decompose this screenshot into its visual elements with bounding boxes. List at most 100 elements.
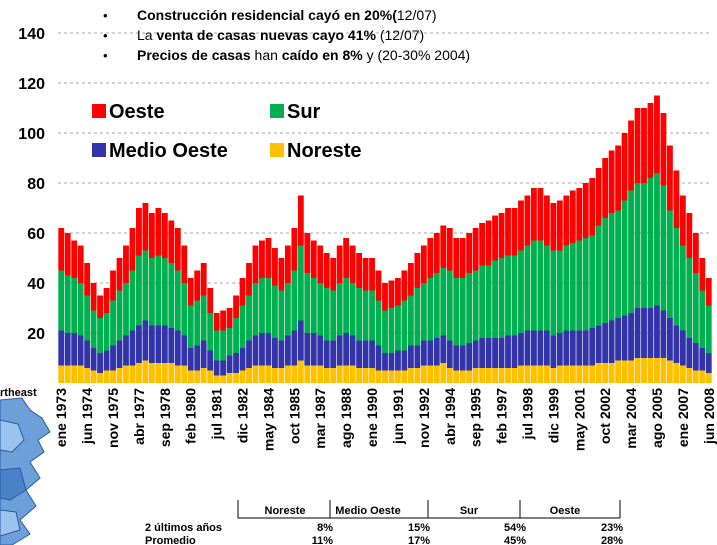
bar-segment	[71, 365, 78, 383]
y-tick-label: 80	[27, 176, 45, 193]
bar-segment	[239, 348, 246, 371]
bar-segment	[388, 370, 395, 383]
bar-segment	[654, 358, 660, 383]
bar-segment	[259, 240, 265, 278]
bar-segment	[498, 368, 505, 383]
bar-segment	[602, 363, 609, 383]
bar-segment	[505, 368, 511, 383]
bar-segment	[220, 310, 227, 331]
bar-segment	[511, 255, 518, 336]
bar-segment	[446, 340, 453, 368]
table-cell: 11%	[312, 535, 334, 545]
bar-segment	[479, 368, 486, 383]
legend-label: Oeste	[109, 101, 165, 123]
bar-segment	[543, 195, 550, 246]
bar-segment	[103, 370, 110, 383]
table-header: Sur	[460, 505, 479, 517]
bar-segment	[356, 340, 363, 368]
bar-segment	[511, 368, 518, 383]
legend-swatch	[270, 104, 284, 118]
bullet-segment: caído en 8%	[282, 47, 363, 63]
bar-segment	[71, 278, 78, 333]
bar-segment	[272, 285, 278, 338]
bar-segment	[291, 228, 298, 271]
bar-segment	[220, 360, 227, 376]
bar-segment	[654, 305, 660, 358]
bar-segment	[297, 245, 304, 321]
bar-segment	[362, 340, 369, 368]
bar-segment	[194, 370, 201, 383]
bar-segment	[686, 338, 693, 368]
x-tick-label: abr 1994	[442, 388, 458, 445]
bar-segment	[660, 310, 667, 358]
bar-segment	[608, 150, 615, 213]
bar-segment	[278, 258, 285, 291]
bar-segment	[187, 305, 194, 348]
bar-segment	[485, 338, 492, 368]
bar-segment	[498, 213, 505, 258]
bar-segment	[259, 333, 265, 366]
x-tick-label: mar 2004	[623, 388, 639, 449]
bullet-segment: venta de casas nuevas cayo 41%	[156, 27, 376, 43]
bar-segment	[414, 368, 421, 383]
bar-segment	[200, 340, 207, 368]
bar-segment	[84, 263, 91, 296]
bar-segment	[414, 345, 421, 368]
bar-segment	[679, 365, 686, 383]
bar-segment	[608, 363, 615, 383]
x-tick-label: dic 1999	[545, 388, 561, 443]
bar-segment	[537, 188, 544, 241]
bar-segment	[168, 220, 175, 263]
bar-segment	[453, 238, 460, 278]
bar-segment	[569, 365, 576, 383]
bar-segment	[395, 350, 401, 371]
bar-segment	[628, 120, 634, 191]
bar-segment	[492, 368, 498, 383]
bar-segment	[110, 270, 116, 301]
y-tick-label: 100	[18, 126, 45, 143]
bar-segment	[129, 228, 136, 271]
legend-label: Noreste	[287, 140, 361, 162]
bar-segment	[213, 313, 220, 331]
bar-segment	[382, 283, 388, 311]
bar-segment	[621, 200, 628, 316]
table-cell: 28%	[601, 535, 623, 545]
bar-segment	[252, 283, 259, 336]
bar-segment	[440, 335, 447, 363]
bar-segment	[369, 340, 375, 368]
bar-segment	[479, 338, 486, 368]
legend-swatch	[92, 104, 106, 118]
bar-segment	[543, 330, 550, 366]
bar-segment	[699, 370, 706, 383]
bullet-text: Precios de casas han caído en 8% y (20-3…	[137, 47, 470, 63]
bar-segment	[343, 333, 350, 366]
bar-segment	[388, 280, 395, 308]
bar-segment	[356, 368, 363, 383]
bar-segment	[323, 340, 330, 368]
bar-segment	[673, 228, 680, 326]
bullet-segment: (12/07)	[376, 27, 424, 43]
bar-segment	[97, 373, 104, 383]
bar-segment	[608, 320, 615, 363]
bar-segment	[265, 365, 272, 383]
bar-segment	[576, 188, 583, 241]
bar-segment	[615, 360, 622, 383]
x-tick-label: oct 2002	[597, 388, 613, 444]
x-tick-label: ago 1988	[338, 388, 354, 448]
bar-segment	[239, 278, 246, 306]
x-tick-label: oct 1985	[286, 388, 302, 444]
bar-segment	[582, 365, 589, 383]
bar-segment	[382, 310, 388, 353]
bar-segment	[679, 195, 686, 246]
bar-segment	[187, 370, 194, 383]
bar-segment	[518, 365, 524, 383]
bullet-segment: 12/07)	[397, 7, 437, 23]
bar-segment	[498, 338, 505, 368]
bar-segment	[136, 363, 142, 383]
bar-segment	[233, 295, 239, 318]
bar-segment	[556, 333, 563, 366]
bar-segment	[194, 270, 201, 301]
table-cell: 54%	[504, 522, 526, 534]
table-row-label: 2 últimos años	[145, 522, 222, 534]
x-tick-label: feb 1997	[494, 388, 510, 444]
